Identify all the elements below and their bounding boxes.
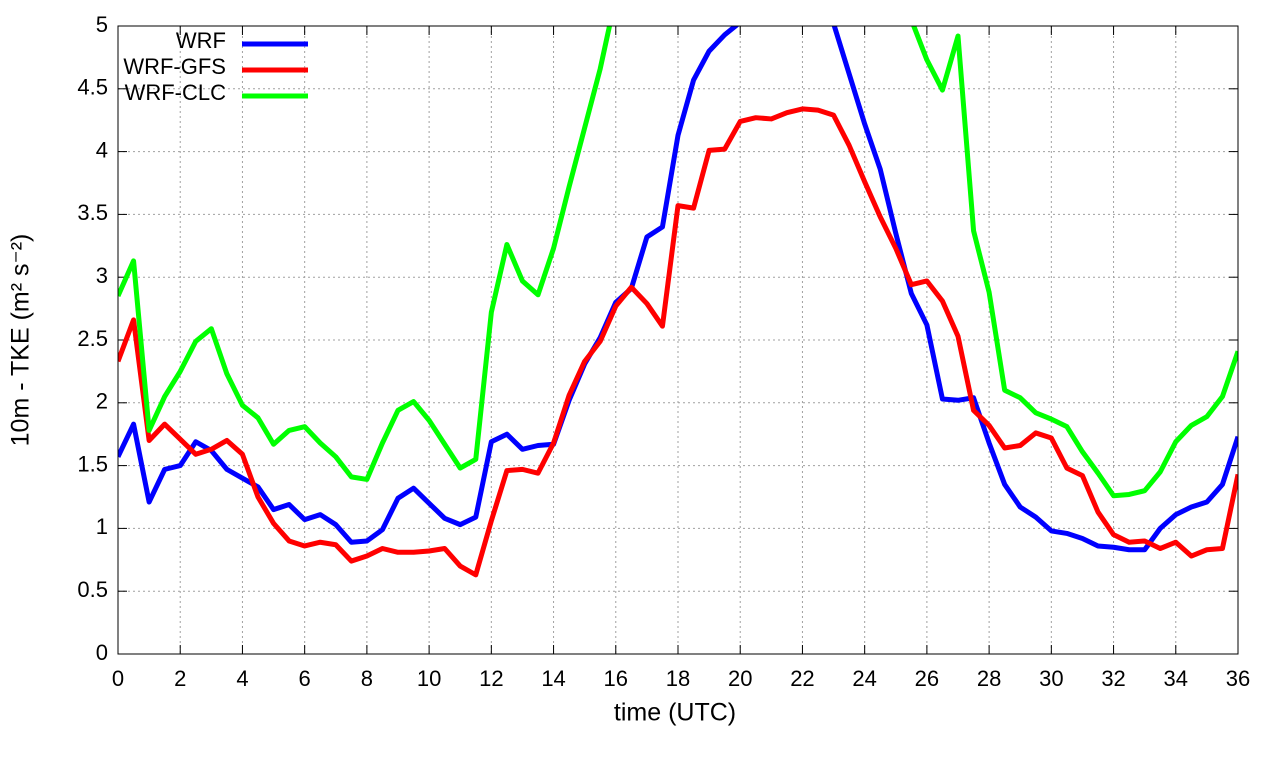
y-tick-label: 2 xyxy=(96,389,108,414)
x-tick-label: 16 xyxy=(604,666,628,691)
legend-label: WRF xyxy=(176,28,226,53)
x-tick-label: 18 xyxy=(666,666,690,691)
y-tick-label: 1.5 xyxy=(77,451,108,476)
plot-border xyxy=(117,25,1239,655)
y-axis-label: 10m - TKE (m² s⁻²) xyxy=(7,234,35,447)
x-tick-label: 4 xyxy=(236,666,248,691)
x-axis-label: time (UTC) xyxy=(614,699,736,727)
y-tick-label: 1 xyxy=(96,514,108,539)
legend-label: WRF-GFS xyxy=(123,54,226,79)
x-tick-label: 12 xyxy=(479,666,503,691)
x-tick-label: 28 xyxy=(977,666,1001,691)
y-tick-label: 3.5 xyxy=(77,200,108,225)
x-tick-label: 34 xyxy=(1164,666,1188,691)
x-tick-label: 2 xyxy=(174,666,186,691)
y-tick-label: 0.5 xyxy=(77,577,108,602)
y-tick-label: 4.5 xyxy=(77,75,108,100)
x-tick-label: 24 xyxy=(852,666,876,691)
x-tick-label: 0 xyxy=(112,666,124,691)
x-tick-label: 30 xyxy=(1039,666,1063,691)
series-line xyxy=(118,26,1238,553)
x-tick-label: 8 xyxy=(361,666,373,691)
series-line xyxy=(118,106,1238,578)
x-tick-label: 22 xyxy=(790,666,814,691)
y-tick-label: 0 xyxy=(96,640,108,665)
legend-label: WRF-CLC xyxy=(125,80,227,105)
series-line xyxy=(118,26,1238,499)
x-tick-label: 10 xyxy=(417,666,441,691)
x-tick-label: 32 xyxy=(1101,666,1125,691)
y-tick-label: 2.5 xyxy=(77,326,108,351)
plot-lines xyxy=(118,26,1238,578)
x-tick-label: 20 xyxy=(728,666,752,691)
x-tick-label: 36 xyxy=(1226,666,1250,691)
y-tick-label: 5 xyxy=(96,12,108,37)
y-tick-label: 3 xyxy=(96,263,108,288)
x-tick-label: 6 xyxy=(299,666,311,691)
x-tick-label: 14 xyxy=(541,666,565,691)
y-tick-label: 4 xyxy=(96,137,108,162)
x-tick-label: 26 xyxy=(915,666,939,691)
